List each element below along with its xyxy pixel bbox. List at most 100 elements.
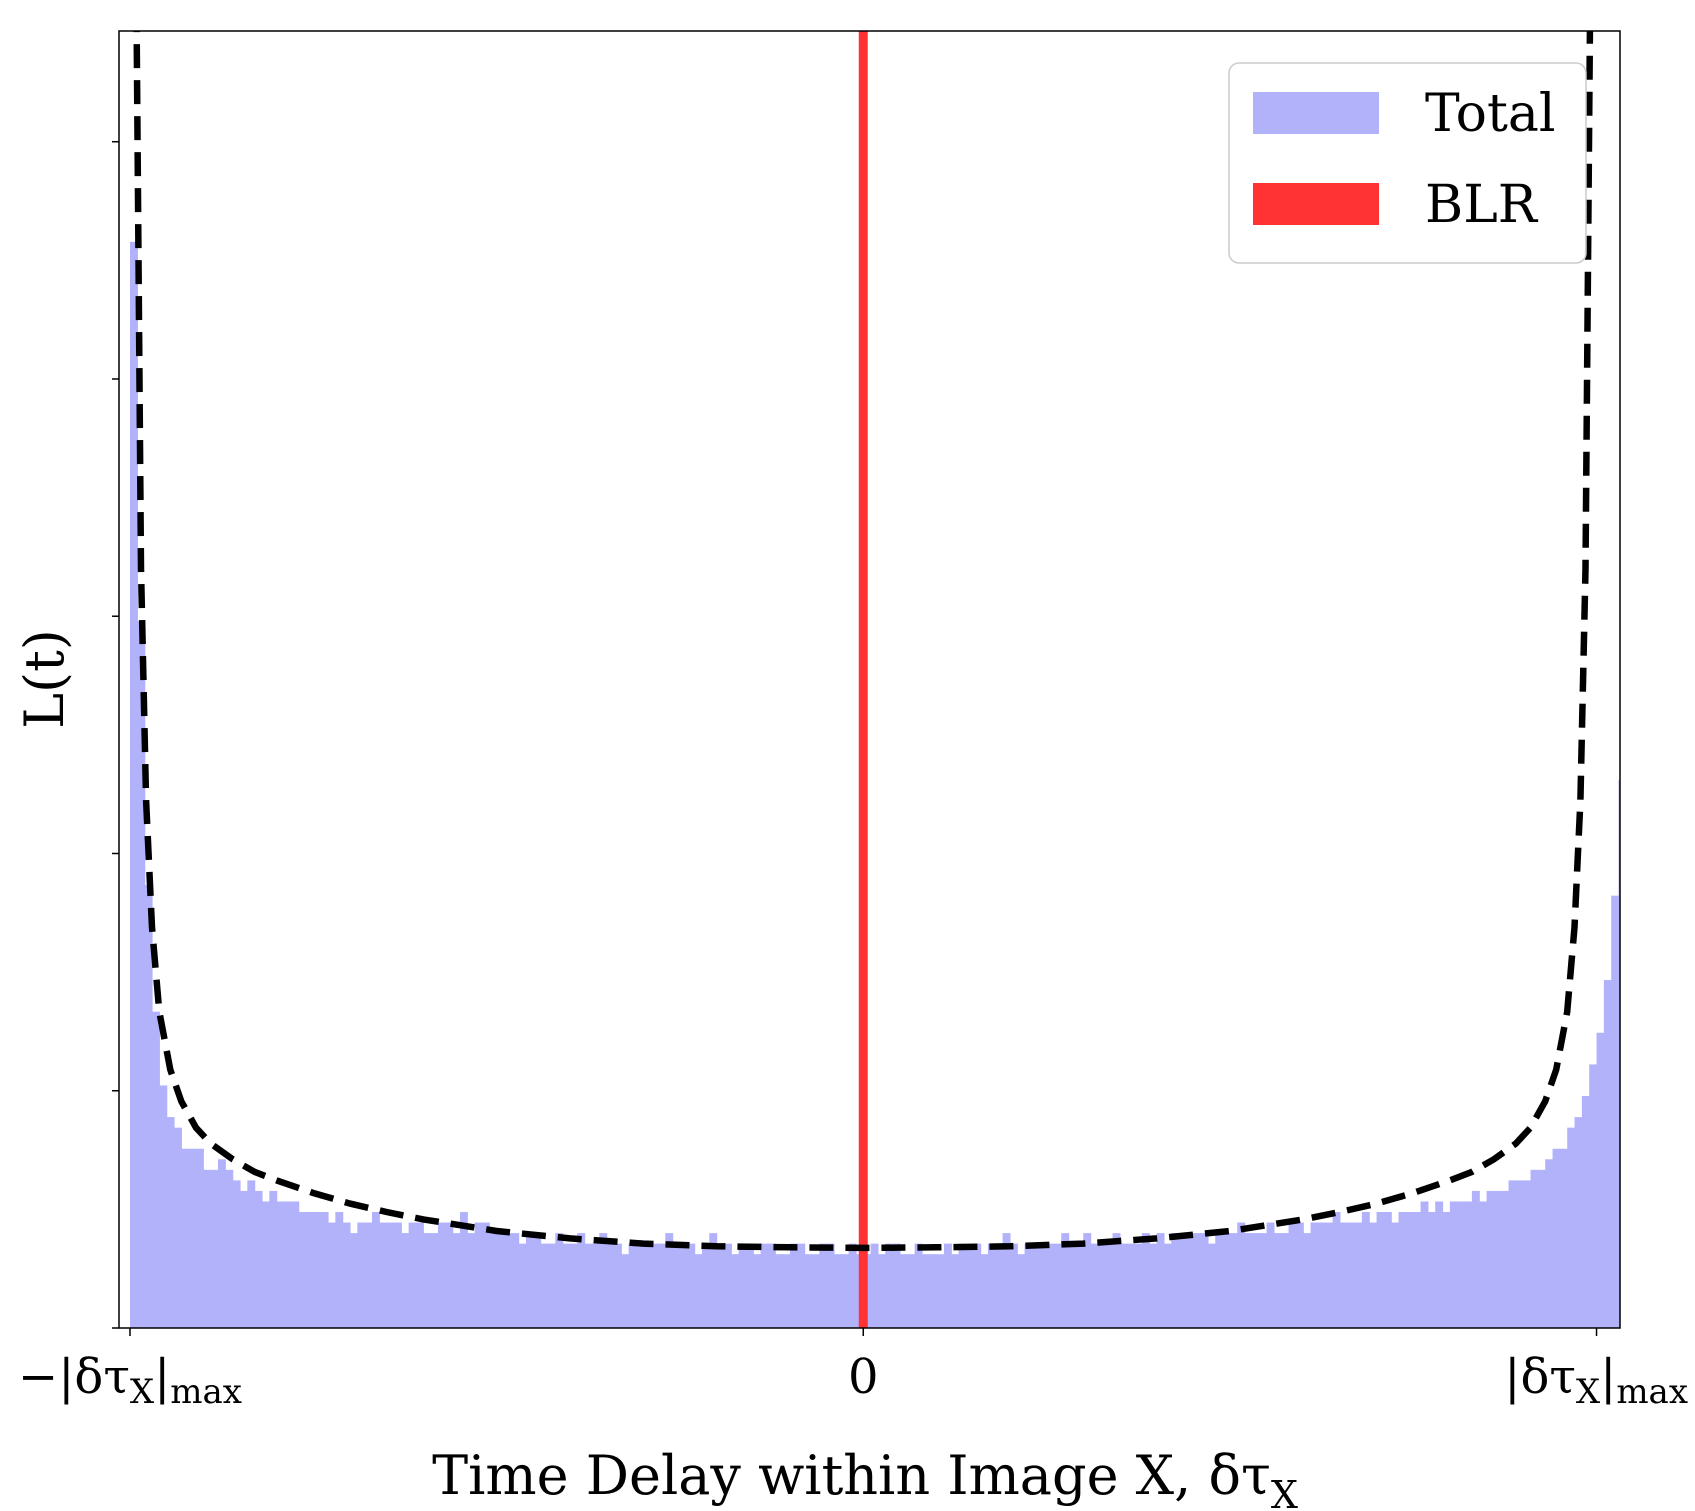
histogram-bar: [1420, 1201, 1429, 1328]
histogram-bar: [577, 1233, 586, 1328]
histogram-bar: [1552, 1148, 1561, 1328]
histogram-bar: [481, 1222, 490, 1328]
histogram-bar: [1156, 1233, 1165, 1328]
analytic-curve: [133, 31, 1594, 1252]
histogram-bar: [291, 1201, 300, 1328]
histogram-bar: [562, 1243, 571, 1328]
total-histogram: [129, 241, 1620, 1328]
legend-label-total: Total: [1425, 84, 1555, 144]
histogram-bar: [1383, 1212, 1392, 1328]
histogram-bar: [1493, 1190, 1502, 1328]
histogram-bar: [1273, 1233, 1282, 1328]
histogram-bar: [1339, 1222, 1348, 1328]
histogram-bar: [1266, 1222, 1275, 1328]
histogram-bar: [379, 1222, 388, 1328]
legend-swatch-total: [1253, 92, 1379, 134]
histogram-bar: [929, 1254, 938, 1328]
histogram-bar: [181, 1148, 190, 1328]
histogram-bar: [643, 1243, 652, 1328]
histogram-bar: [1442, 1212, 1451, 1328]
histogram-bar: [210, 1169, 219, 1328]
histogram-bar: [1185, 1233, 1194, 1328]
x-tick-labels: −|δτX|max 0 |δτX|max: [18, 1349, 1688, 1412]
histogram-bar: [907, 1254, 916, 1328]
histogram-bar: [371, 1212, 380, 1328]
x-tick-label: 0: [848, 1349, 879, 1405]
histogram-bar: [1134, 1243, 1143, 1328]
histogram-bar: [342, 1222, 351, 1328]
histogram-bar: [1222, 1233, 1231, 1328]
histogram-bar: [650, 1243, 659, 1328]
histogram-bar: [701, 1243, 710, 1328]
histogram-bar: [1295, 1222, 1304, 1328]
histogram-bar: [166, 1117, 175, 1328]
histogram-bar: [584, 1243, 593, 1328]
histogram-bar: [261, 1201, 270, 1328]
histogram-bar: [1537, 1169, 1546, 1328]
histogram-bar: [1361, 1212, 1370, 1328]
histogram-bar: [401, 1233, 410, 1328]
legend: Total BLR: [1228, 62, 1587, 264]
histogram-bar: [1486, 1190, 1495, 1328]
histogram-bar: [547, 1243, 556, 1328]
histogram-bar: [811, 1254, 820, 1328]
histogram-bar: [496, 1233, 505, 1328]
histogram-bar: [203, 1169, 212, 1328]
plot-frame: [118, 30, 1621, 1329]
histogram-bar: [518, 1243, 527, 1328]
histogram-bar: [1039, 1243, 1048, 1328]
histogram-bar: [1354, 1222, 1363, 1328]
histogram-bar: [1237, 1222, 1246, 1328]
histogram-bar: [173, 1127, 182, 1328]
histogram-bar: [797, 1243, 806, 1328]
histogram-bar: [826, 1243, 835, 1328]
histogram-bar: [195, 1148, 204, 1328]
histogram-bar: [1141, 1233, 1150, 1328]
histogram-bar: [1105, 1243, 1114, 1328]
histogram-bar: [151, 1011, 160, 1328]
histogram-bar: [679, 1243, 688, 1328]
histogram-bar: [621, 1254, 630, 1328]
histogram-bar: [753, 1254, 762, 1328]
histogram-bar: [386, 1222, 395, 1328]
histogram-bar: [1310, 1222, 1319, 1328]
histogram-bar: [232, 1180, 241, 1328]
histogram-bar: [1097, 1243, 1106, 1328]
histogram-bar: [1559, 1148, 1568, 1328]
histogram-bar: [1251, 1233, 1260, 1328]
histogram-bar: [723, 1243, 732, 1328]
histogram-bar: [423, 1233, 432, 1328]
histogram-bar: [775, 1254, 784, 1328]
histogram-bar: [665, 1233, 674, 1328]
histogram-bar: [899, 1254, 908, 1328]
histogram-bar: [819, 1243, 828, 1328]
histogram-bar: [247, 1180, 256, 1328]
histogram-bar: [144, 885, 153, 1328]
histogram-bar: [393, 1222, 402, 1328]
histogram-bar: [1574, 1117, 1583, 1328]
histogram-bar: [1413, 1212, 1422, 1328]
histogram-bar: [738, 1243, 747, 1328]
histogram-bar: [877, 1254, 886, 1328]
x-axis-label-main: Time Delay within Image X, δτ: [432, 1444, 1271, 1507]
histogram-bar: [1244, 1233, 1253, 1328]
histogram-bar: [951, 1254, 960, 1328]
histogram-bar: [1501, 1190, 1510, 1328]
histogram-bar: [1024, 1243, 1033, 1328]
legend-swatch-blr: [1253, 183, 1379, 225]
histogram-bar: [973, 1243, 982, 1328]
histogram-bar: [965, 1243, 974, 1328]
histogram-bar: [408, 1222, 417, 1328]
histogram-bar: [914, 1243, 923, 1328]
histogram-bar: [599, 1233, 608, 1328]
histogram-bar: [1303, 1233, 1312, 1328]
histogram-bar: [1508, 1180, 1517, 1328]
histogram-bar: [694, 1254, 703, 1328]
histogram-bar: [1479, 1201, 1488, 1328]
histogram-bar: [525, 1233, 534, 1328]
histogram-bar: [1347, 1222, 1356, 1328]
histogram-bar: [540, 1243, 549, 1328]
histogram-bar: [217, 1159, 226, 1328]
histogram-bar: [1530, 1169, 1539, 1328]
